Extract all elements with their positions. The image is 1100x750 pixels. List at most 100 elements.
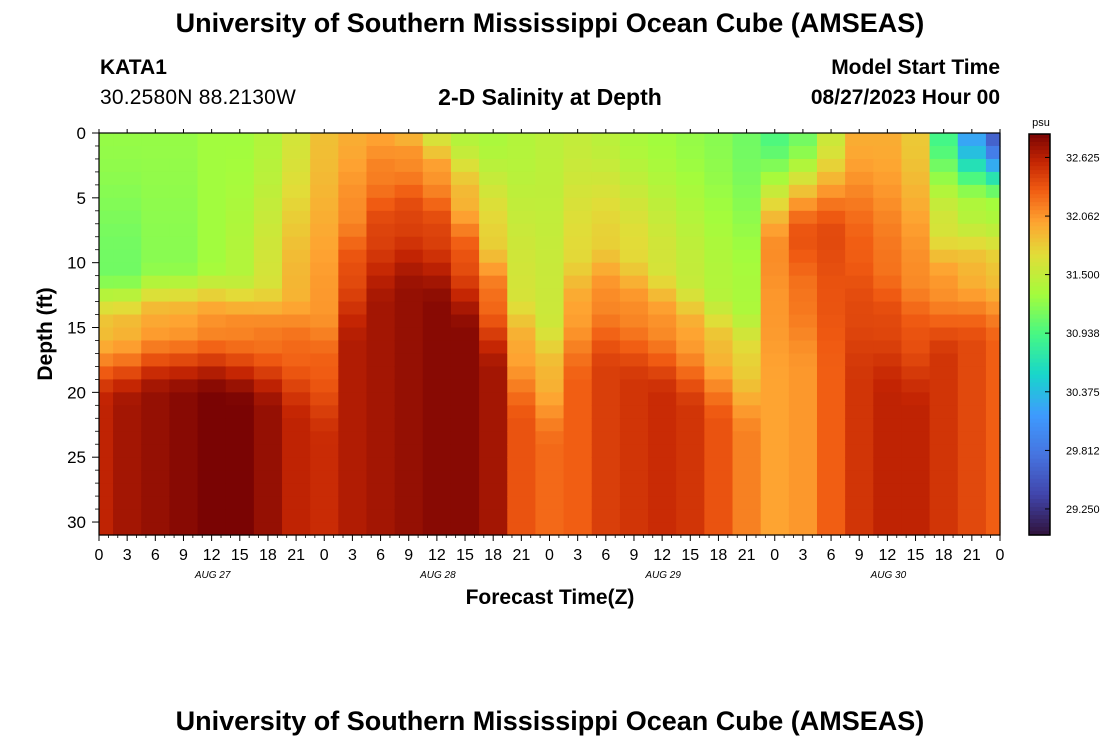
heatmap-cell — [648, 301, 677, 316]
heatmap-cell — [99, 366, 114, 380]
heatmap-cell — [422, 418, 452, 432]
heatmap-cell — [760, 405, 790, 419]
heatmap-cell — [479, 236, 508, 251]
heatmap-cell — [113, 223, 142, 238]
heatmap-cell — [99, 301, 114, 316]
heatmap-cell — [507, 457, 537, 471]
heatmap-cell — [99, 158, 114, 173]
heatmap-cell — [338, 457, 368, 471]
heatmap-cell — [648, 249, 677, 264]
heatmap-cell — [113, 236, 142, 251]
heatmap-cell — [873, 405, 903, 419]
heatmap-cell — [676, 483, 705, 497]
heatmap-cell — [619, 171, 649, 186]
x-tick-label: 0 — [545, 547, 554, 564]
heatmap-cell — [282, 353, 311, 368]
heatmap-cell — [507, 210, 537, 225]
heatmap-cell — [422, 379, 452, 393]
heatmap-cell — [450, 275, 480, 290]
heatmap-cell — [507, 184, 537, 199]
heatmap-cell — [169, 457, 199, 471]
heatmap-cell — [535, 223, 565, 238]
heatmap-cell — [422, 249, 452, 264]
heatmap-cell — [422, 171, 452, 186]
heatmap-cell — [873, 171, 903, 186]
colorbar-segment — [1029, 354, 1050, 360]
heatmap-cell — [141, 249, 170, 264]
heatmap-cell — [676, 379, 705, 393]
heatmap-cell — [450, 340, 480, 355]
heatmap-cell — [141, 379, 170, 393]
heatmap-cell — [507, 392, 537, 406]
heatmap-cell — [141, 509, 170, 523]
heatmap-cell — [676, 353, 705, 368]
heatmap-cell — [704, 379, 734, 393]
heatmap-cell — [282, 262, 311, 277]
heatmap-cell — [479, 457, 508, 471]
heatmap-cell — [901, 133, 931, 147]
heatmap-cell — [901, 366, 931, 380]
heatmap-cell — [113, 340, 142, 355]
heatmap-cell — [535, 509, 565, 523]
heatmap-cell — [901, 184, 931, 199]
heatmap-cell — [816, 314, 846, 329]
heatmap-cell — [985, 392, 1001, 406]
heatmap-cell — [985, 353, 1001, 368]
heatmap-cell — [535, 197, 565, 212]
heatmap-cell — [563, 392, 593, 406]
heatmap-cell — [225, 431, 255, 445]
heatmap-cell — [197, 133, 227, 147]
heatmap-cell — [619, 366, 649, 380]
colorbar-segment — [1029, 522, 1050, 528]
heatmap-cell — [366, 366, 396, 380]
heatmap-cell — [99, 444, 114, 458]
heatmap-cell — [563, 184, 593, 199]
heatmap-cell — [394, 301, 424, 316]
heatmap-cell — [197, 171, 227, 186]
heatmap-cell — [310, 314, 339, 329]
heatmap-cell — [648, 457, 677, 471]
colorbar-segment — [1029, 462, 1050, 468]
heatmap-cell — [394, 288, 424, 303]
heatmap-cell — [366, 275, 396, 290]
heatmap-cell — [338, 392, 368, 406]
colorbar-segment — [1029, 378, 1050, 384]
heatmap-cell — [225, 392, 255, 406]
heatmap-cell — [310, 379, 339, 393]
x-tick-label: 0 — [320, 547, 329, 564]
heatmap-cell — [760, 184, 790, 199]
heatmap-cell — [99, 431, 114, 445]
heatmap-cell — [619, 210, 649, 225]
heatmap-cell — [422, 496, 452, 510]
colorbar-segment — [1029, 170, 1050, 175]
heatmap-cell — [760, 418, 790, 432]
heatmap-cell — [535, 314, 565, 329]
heatmap-cell — [704, 418, 734, 432]
x-tick-label: 0 — [95, 547, 104, 564]
heatmap-cell — [760, 392, 790, 406]
heatmap-cell — [563, 366, 593, 380]
heatmap-cell — [985, 431, 1001, 445]
heatmap-cell — [957, 145, 987, 160]
heatmap-cell — [619, 327, 649, 342]
heatmap-cell — [648, 133, 677, 147]
heatmap-cell — [282, 301, 311, 316]
heatmap-cell — [338, 509, 368, 523]
y-tick-label: 10 — [67, 254, 86, 273]
heatmap-cell — [141, 496, 170, 510]
heatmap-cell — [957, 470, 987, 484]
heatmap-cell — [760, 340, 790, 355]
heatmap-cell — [394, 470, 424, 484]
heatmap-cell — [450, 392, 480, 406]
heatmap-cell — [422, 444, 452, 458]
heatmap-cell — [563, 223, 593, 238]
heatmap-cell — [619, 457, 649, 471]
heatmap-cell — [901, 392, 931, 406]
heatmap-cell — [507, 301, 537, 316]
heatmap-cell — [901, 158, 931, 173]
heatmap-cell — [225, 522, 255, 536]
heatmap-cell — [197, 418, 227, 432]
heatmap-cell — [788, 145, 818, 160]
x-axis: 0 3 6 9 12 15 18 21 0 3 6 9 12 15 18 21 0 3 6 9 12 15 18 21 0 3 6 9… — [95, 129, 1005, 581]
heatmap-cell — [169, 301, 199, 316]
